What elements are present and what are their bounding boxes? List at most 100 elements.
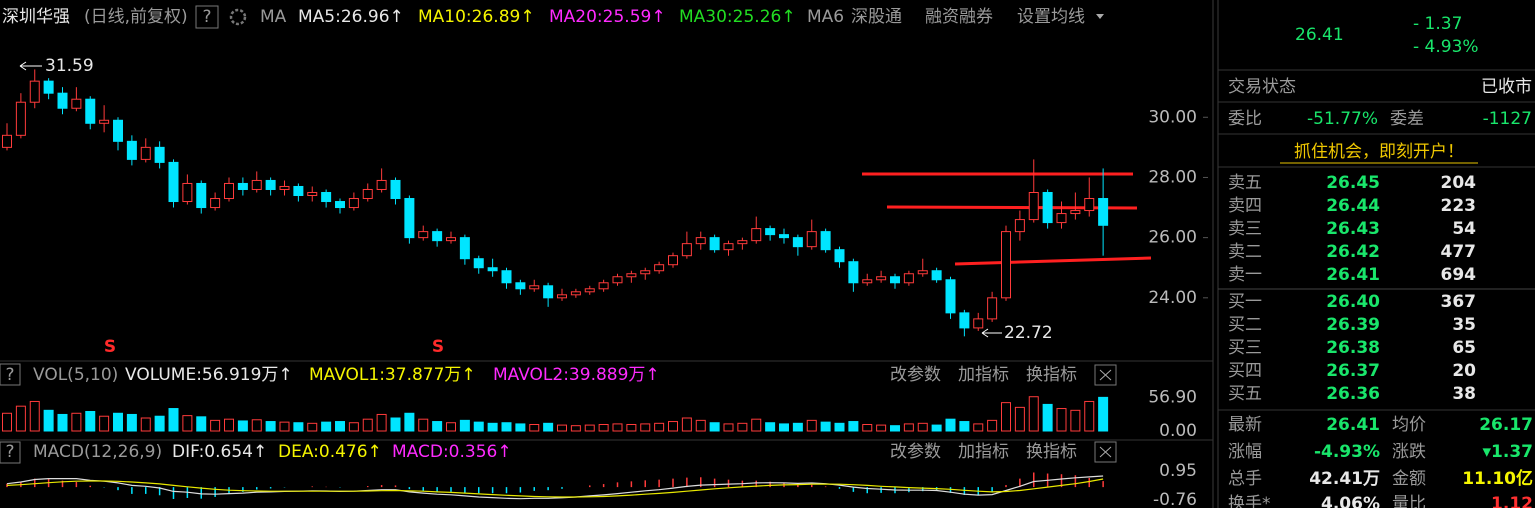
help-box[interactable] (195, 5, 219, 29)
volume-bar (71, 412, 82, 432)
candle-body (1014, 219, 1025, 233)
order-label: 买一 (1228, 292, 1262, 312)
indicator-button[interactable]: 改参数 (890, 442, 941, 462)
indicator-button[interactable]: 改参数 (890, 365, 941, 385)
volume-bar (723, 423, 734, 432)
candle-body (348, 198, 359, 209)
dropdown-arrow[interactable] (1096, 14, 1104, 19)
order-price: 26.44 (1326, 196, 1380, 216)
toolbar-link[interactable]: 深股通 (851, 7, 902, 27)
volume-bar (834, 422, 845, 432)
volume-bar (307, 422, 318, 432)
y-tick-label: 30.00 (1148, 107, 1197, 127)
volume-bar (751, 418, 762, 432)
settings-icon[interactable] (229, 8, 247, 26)
volume-bar (584, 424, 595, 432)
volume-bar (681, 417, 692, 432)
order-price: 26.38 (1326, 338, 1380, 358)
dea-label: DEA:0.476↑ (278, 442, 382, 462)
candle-body (224, 182, 234, 200)
volume-bar (654, 422, 665, 432)
volume-bar (765, 422, 776, 432)
volume-bar (140, 417, 151, 432)
stat-value: 11.10亿 (1462, 468, 1533, 489)
volume-bar (210, 419, 221, 432)
candle-body (113, 119, 123, 142)
candle-body (57, 92, 68, 109)
volume-bar (224, 418, 234, 432)
trend-line (886, 205, 1138, 210)
ma-label: MA (260, 7, 287, 27)
y-tick-label: 28.00 (1148, 167, 1197, 187)
help-box[interactable] (0, 441, 21, 464)
volume-bar (335, 421, 345, 432)
candle-body (432, 231, 443, 242)
volume-bar (862, 424, 873, 432)
volume-bar (903, 423, 914, 432)
volume-bar (1042, 403, 1053, 432)
candle-body (779, 234, 789, 239)
volume-bar (196, 416, 207, 432)
order-price: 26.43 (1326, 219, 1380, 239)
order-label: 卖五 (1228, 173, 1262, 193)
volume-bar (154, 415, 165, 432)
candle-body (876, 276, 887, 281)
order-volume: 477 (1441, 242, 1477, 262)
diff-value: -1127 (1483, 109, 1532, 129)
help-box[interactable] (0, 363, 21, 386)
mavol1-label: MAVOL1:37.877万↑ (309, 365, 476, 385)
indicator-button[interactable]: 换指标 (1026, 365, 1077, 385)
volume-bar (876, 424, 887, 432)
volume-bar (848, 421, 859, 432)
close-button[interactable] (1094, 441, 1117, 463)
help-text[interactable]: ? (202, 7, 211, 27)
order-volume: 54 (1452, 219, 1476, 239)
volume-bar (85, 411, 96, 432)
volume-bar (15, 405, 26, 432)
candle-body (709, 237, 720, 251)
y-tick-label: 0.00 (1159, 421, 1197, 441)
order-volume: 367 (1441, 292, 1477, 312)
order-volume: 38 (1452, 384, 1476, 404)
toolbar-link[interactable]: 融资融券 (925, 7, 993, 27)
candle-body (237, 182, 248, 190)
candle-body (265, 179, 276, 190)
candle-body (196, 182, 207, 209)
help-text[interactable]: ? (5, 442, 14, 462)
indicator-button[interactable]: 加指标 (958, 442, 1009, 462)
volume-bar (29, 400, 40, 432)
stat-label: 涨幅 (1228, 442, 1262, 462)
toolbar-link[interactable]: 设置均线 (1017, 7, 1085, 27)
diff-label: 委差 (1390, 109, 1424, 129)
ratio-label: 委比 (1228, 109, 1262, 129)
stat-value: 26.41 (1326, 415, 1380, 435)
candle-body (168, 161, 179, 203)
help-text[interactable]: ? (5, 365, 14, 385)
candle-body (848, 261, 859, 284)
ma5-label: MA5:26.96↑ (298, 7, 404, 27)
volume-bar (695, 419, 706, 432)
candle-body (140, 146, 151, 160)
volume-bar (1098, 396, 1109, 432)
status-value: 已收市 (1481, 77, 1532, 97)
candle-body (945, 279, 956, 314)
promo-banner[interactable]: 抓住机会，即刻开户！ (1294, 142, 1464, 162)
stat-label: 量比 (1392, 494, 1426, 508)
volume-bar (598, 424, 609, 432)
candle-body (126, 140, 137, 160)
candle-body (1028, 191, 1039, 221)
volume-bar (806, 419, 817, 432)
y-tick-label: 56.90 (1148, 387, 1197, 407)
stat-label: 总手 (1228, 469, 1262, 489)
annotation-arrow (981, 328, 1002, 338)
order-label: 买三 (1228, 338, 1262, 358)
indicator-button[interactable]: 换指标 (1026, 442, 1077, 462)
order-price: 26.39 (1326, 315, 1380, 335)
candle-body (890, 276, 900, 284)
ratio-value: -51.77% (1307, 109, 1378, 129)
close-button[interactable] (1094, 364, 1117, 386)
ma10-label: MA10:26.89↑ (418, 7, 535, 27)
candle-body (626, 273, 637, 278)
indicator-button[interactable]: 加指标 (958, 365, 1009, 385)
